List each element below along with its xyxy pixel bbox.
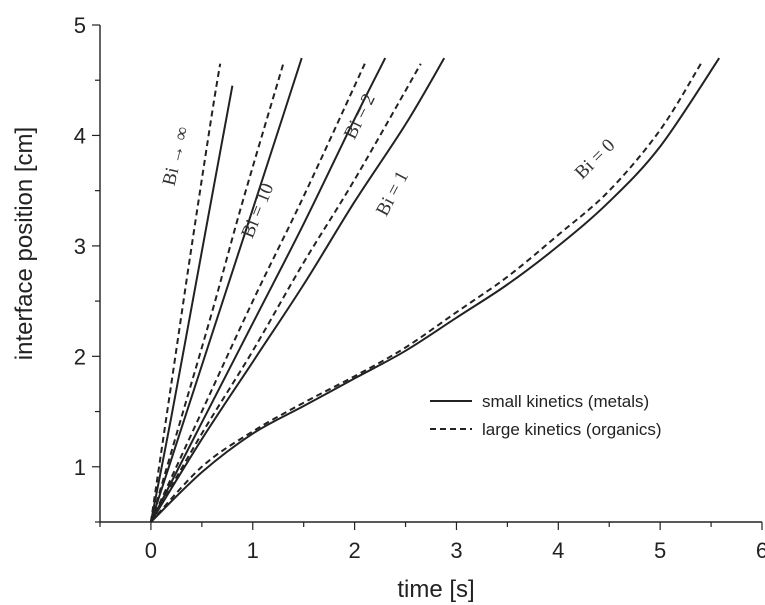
series-line-10-dashed [150,63,702,523]
axes: 0 1 2 3 4 5 6 1 2 3 4 5 time [s] interface position [… [11,13,765,603]
series-line-5-solid [150,57,387,523]
series-line-6-dashed [149,63,366,523]
legend: small kinetics (metals) large kinetics (o… [430,392,662,439]
series-line-1-solid [149,85,234,523]
x-tick-label: 2 [348,538,360,563]
curve-annotation-2: Bi = 10 [237,180,278,241]
legend-label-solid: small kinetics (metals) [482,392,649,411]
y-tick-label: 5 [74,13,86,38]
series-line-8-dashed [150,63,422,523]
series-lines [149,57,721,523]
y-tick-label: 1 [74,455,86,480]
y-tick-label: 3 [74,234,86,259]
series-line-7-solid [150,57,446,523]
series-line-2-dashed [149,63,222,523]
x-tick-label: 0 [145,538,157,563]
y-axis-title: interface position [cm] [11,127,38,360]
x-tick-label: 4 [552,538,564,563]
x-tick-label: 1 [247,538,259,563]
series-line-4-dashed [149,63,285,523]
y-tick-label: 4 [74,123,86,148]
series-line-3-solid [149,57,303,523]
curve-annotation-5: Bi = 0 [571,135,620,184]
curve-annotation-4: Bi = 1 [372,168,413,220]
x-tick-label: 6 [756,538,765,563]
x-axis-title: time [s] [397,576,474,603]
legend-label-dashed: large kinetics (organics) [482,420,662,439]
x-tick-label: 3 [450,538,462,563]
y-tick-label: 2 [74,344,86,369]
curve-annotation-1: Bi → ∞ [159,125,194,188]
series-line-9-solid [150,57,721,523]
x-tick-label: 5 [654,538,666,563]
curve-annotation-3: Bi = 2 [340,90,380,142]
